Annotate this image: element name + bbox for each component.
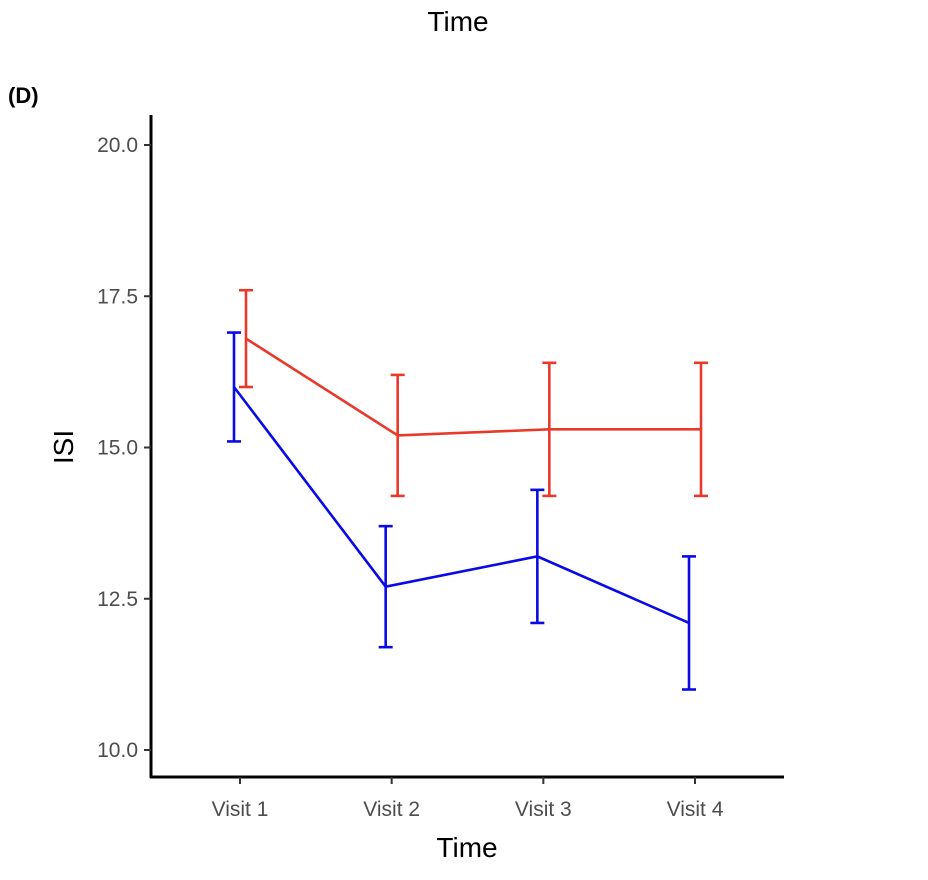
x-tick-label: Visit 3 (515, 798, 572, 821)
error-bar (542, 361, 557, 498)
series-red (239, 288, 709, 498)
error-bar (530, 488, 545, 625)
x-ticks: Visit 1 Visit 2 Visit 3 Visit 4 (212, 777, 724, 821)
top-caption: Time (427, 6, 488, 37)
y-tick-label: 15.0 (97, 437, 138, 460)
error-bar (390, 373, 405, 498)
panel-label: (D) (8, 83, 39, 108)
y-ticks: 10.0 12.5 15.0 17.5 20.0 (97, 134, 151, 762)
error-bar (239, 288, 253, 389)
series-line-red (245, 337, 702, 437)
x-tick-label: Visit 4 (667, 798, 724, 821)
error-bar (694, 361, 709, 498)
series-blue (227, 331, 697, 691)
error-bar (682, 555, 697, 691)
y-tick-label: 20.0 (97, 134, 138, 157)
x-tick-label: Visit 1 (212, 798, 269, 821)
error-bar (227, 331, 241, 443)
series-line-blue (232, 386, 690, 625)
y-tick-label: 17.5 (97, 285, 138, 308)
y-tick-label: 12.5 (97, 588, 138, 611)
x-axis-title: Time (436, 832, 497, 863)
x-tick-label: Visit 2 (363, 798, 420, 821)
error-bar (378, 524, 393, 649)
y-axis-title: ISI (48, 430, 79, 464)
y-tick-label: 10.0 (97, 739, 138, 762)
series-layer (227, 288, 709, 691)
